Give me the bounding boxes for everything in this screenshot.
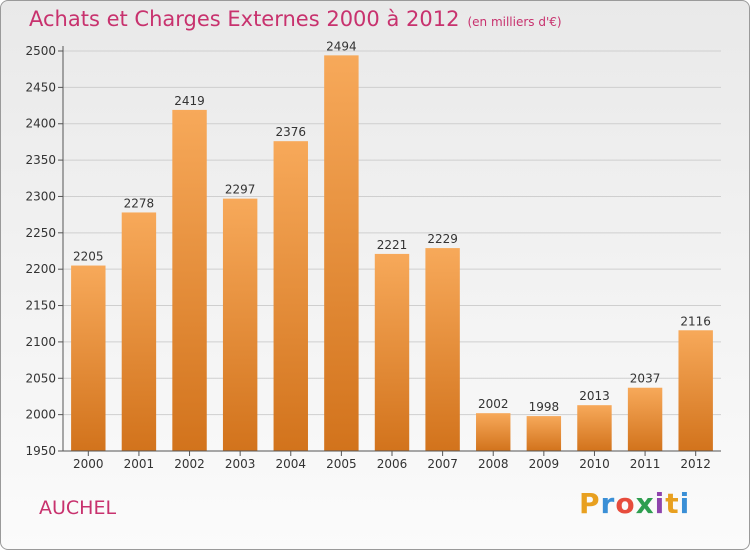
bar bbox=[374, 253, 410, 451]
bar bbox=[678, 330, 713, 451]
data-label: 1998 bbox=[529, 400, 560, 414]
logo-letter: r bbox=[600, 487, 616, 520]
y-tick-label: 2400 bbox=[25, 117, 56, 131]
data-label: 2278 bbox=[124, 196, 155, 210]
axes: 1950 2000 2050 2100 2150 2200 2250 2300 2350 2400… bbox=[25, 44, 721, 471]
y-tick-label: 2100 bbox=[25, 335, 56, 349]
y-tick-label: 2000 bbox=[25, 408, 56, 422]
y-tick-label: 2350 bbox=[25, 153, 56, 167]
y-tick-label: 2150 bbox=[25, 299, 56, 313]
x-tick-label: 2001 bbox=[124, 457, 155, 471]
x-tick-label: 2012 bbox=[680, 457, 711, 471]
x-tick-label: 2000 bbox=[73, 457, 104, 471]
logo-letter: o bbox=[615, 487, 636, 520]
data-label: 2494 bbox=[326, 39, 357, 53]
data-label: 2013 bbox=[579, 389, 610, 403]
bars: 2205 2278 2419 2297 2376 2494 2221 2229 2002 1998… bbox=[71, 39, 713, 451]
bar bbox=[222, 198, 258, 451]
data-label: 2221 bbox=[377, 238, 408, 252]
bar bbox=[476, 413, 511, 451]
city-name: AUCHEL bbox=[39, 497, 117, 519]
y-tick-label: 2500 bbox=[25, 44, 56, 58]
logo-letter: i bbox=[679, 487, 691, 520]
x-tick-label: 2004 bbox=[275, 457, 306, 471]
logo-letter: x bbox=[635, 487, 655, 520]
bar bbox=[627, 387, 663, 451]
chart-title: Achats et Charges Externes 2000 à 2012 (e… bbox=[29, 7, 562, 31]
x-tick-label: 2011 bbox=[630, 457, 661, 471]
y-tick-label: 2200 bbox=[25, 262, 56, 276]
bar bbox=[273, 141, 308, 451]
data-label: 2037 bbox=[630, 372, 661, 386]
proxiti-logo: Proxiti bbox=[579, 487, 690, 520]
bar bbox=[526, 416, 562, 451]
chart-subtitle: (en milliers d'€) bbox=[467, 15, 562, 29]
x-tick-label: 2008 bbox=[478, 457, 509, 471]
y-tick-label: 1950 bbox=[25, 444, 56, 458]
bar bbox=[172, 109, 207, 451]
x-tick-label: 2002 bbox=[174, 457, 205, 471]
bar bbox=[324, 55, 359, 451]
data-label: 2229 bbox=[427, 232, 458, 246]
bar bbox=[71, 265, 106, 451]
data-label: 2376 bbox=[275, 125, 306, 139]
x-tick-label: 2010 bbox=[579, 457, 610, 471]
y-tick-label: 2300 bbox=[25, 189, 56, 203]
x-tick-label: 2003 bbox=[225, 457, 256, 471]
y-tick-label: 2250 bbox=[25, 226, 56, 240]
data-label: 2297 bbox=[225, 183, 256, 197]
logo-letter: t bbox=[665, 487, 680, 520]
data-label: 2419 bbox=[174, 94, 205, 108]
x-tick-label: 2006 bbox=[377, 457, 408, 471]
logo-letter: P bbox=[579, 487, 601, 520]
x-tick-label: 2007 bbox=[427, 457, 458, 471]
x-tick-label: 2005 bbox=[326, 457, 357, 471]
y-tick-label: 2050 bbox=[25, 371, 56, 385]
bar bbox=[121, 212, 157, 451]
data-label: 2002 bbox=[478, 397, 509, 411]
x-tick-label: 2009 bbox=[529, 457, 560, 471]
data-label: 2116 bbox=[680, 314, 711, 328]
bar bbox=[425, 248, 460, 451]
logo-letter: i bbox=[654, 487, 666, 520]
data-label: 2205 bbox=[73, 250, 104, 264]
bar bbox=[577, 405, 612, 451]
y-tick-label: 2450 bbox=[25, 80, 56, 94]
